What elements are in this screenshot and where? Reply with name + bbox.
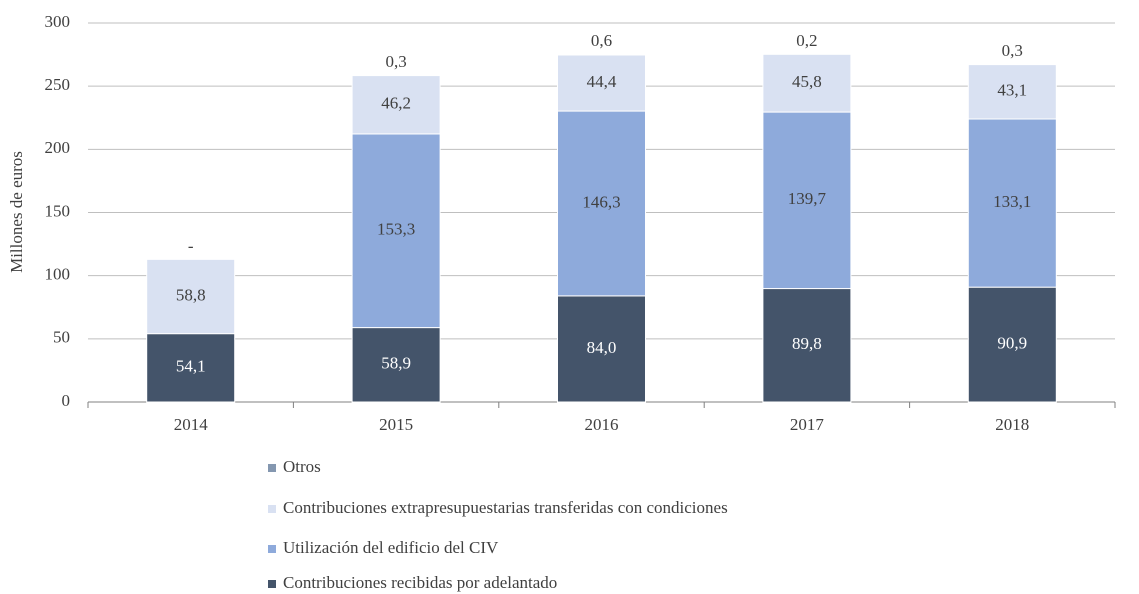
bar-segment [557,295,646,403]
bar-segment [762,111,852,290]
bar-segment [967,286,1057,403]
data-label: 84,0 [587,338,617,357]
y-tick-label: 150 [45,201,71,220]
data-label: 0,3 [385,52,406,71]
data-label: 58,9 [381,354,411,373]
data-label: 43,1 [997,81,1027,100]
y-tick-label: 50 [53,328,70,347]
legend-label: Contribuciones recibidas por adelantado [283,573,557,592]
data-label: 44,4 [587,72,617,91]
data-label: 0,6 [591,31,612,50]
y-tick-label: 300 [45,12,71,31]
bar-segment [967,64,1057,120]
bar-segment [351,75,441,135]
data-label: 0,3 [1002,41,1023,60]
legend-swatch [268,505,276,513]
x-tick-label: 2018 [995,415,1029,434]
bar-segment [351,133,441,329]
data-label: 46,2 [381,94,411,113]
y-tick-label: 200 [45,138,71,157]
legend-swatch [268,580,276,588]
data-label: 89,8 [792,334,822,353]
bar-segment [146,258,236,335]
data-label: 139,7 [788,189,827,208]
data-label: 54,1 [176,357,206,376]
data-label: 0,2 [796,31,817,50]
bar-segment [146,333,236,403]
y-tick-label: 250 [45,75,71,94]
y-tick-label: 100 [45,265,71,284]
legend-label: Contribuciones extrapresupuestarias tran… [283,498,728,517]
x-tick-label: 2014 [174,415,209,434]
bar-segment [967,118,1057,288]
bar-segment [557,53,646,56]
legend-label: Utilización del edificio del CIV [283,538,499,557]
bar-segment [762,288,852,403]
legend-label: Otros [283,457,321,476]
data-label: 58,8 [176,285,206,304]
x-tick-label: 2015 [379,415,413,434]
data-label: 153,3 [377,220,415,239]
bar-segment [351,327,441,403]
y-axis-label: Millones de euros [7,151,26,273]
bar-segment [557,54,646,112]
bar-segment [557,110,646,297]
x-tick-label: 2017 [790,415,825,434]
data-label: - [188,236,194,255]
x-tick-label: 2016 [585,415,619,434]
y-tick-label: 0 [62,391,71,410]
data-label: 133,1 [993,192,1031,211]
legend-swatch [268,464,276,472]
data-label: 90,9 [997,333,1027,352]
legend-swatch [268,545,276,553]
data-label: 146,3 [582,192,620,211]
data-label: 45,8 [792,72,822,91]
